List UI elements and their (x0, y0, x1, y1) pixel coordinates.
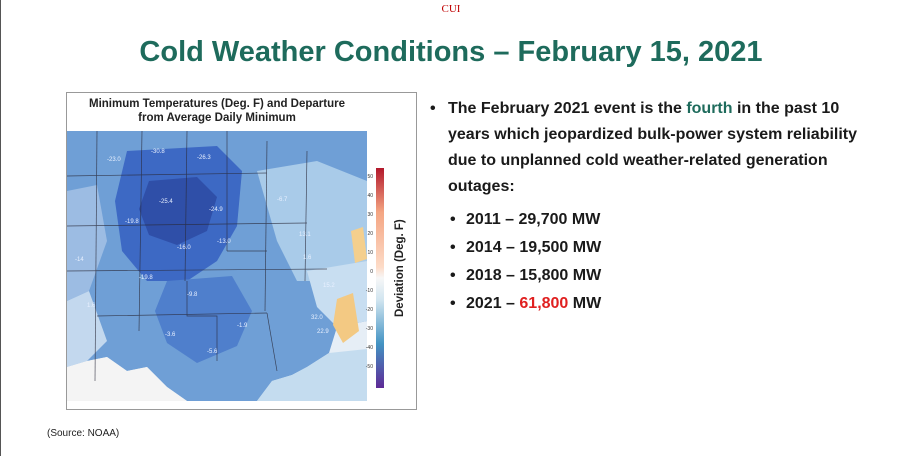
sub-bullet-unit: MW (568, 239, 602, 256)
colorbar-tick: -50 (365, 364, 373, 370)
colorbar-tick: 0 (370, 269, 373, 275)
sub-bullet-unit: MW (568, 267, 602, 284)
map-title-line2: from Average Daily Minimum (138, 112, 296, 124)
svg-text:-14: -14 (75, 257, 84, 263)
svg-text:-19.8: -19.8 (125, 219, 139, 225)
bullet-dot: • (450, 267, 456, 284)
bullet-dot: • (430, 100, 436, 117)
bullet-dot: • (450, 211, 456, 228)
temperature-departure-map: -23.0 -30.8 -26.3 -25.4 -24.9 -19.8 -16.… (67, 131, 367, 401)
svg-text:32.0: 32.0 (311, 315, 323, 321)
colorbar-tick: 20 (367, 231, 373, 237)
svg-text:15.2: 15.2 (323, 283, 335, 289)
main-bullet: • The February 2021 event is the fourth … (428, 96, 868, 200)
svg-text:-23.0: -23.0 (107, 157, 121, 163)
colorbar-label: Deviation (Deg. F) (394, 219, 406, 317)
sub-bullet-value: 19,500 (519, 239, 569, 256)
colorbar-tick: -20 (365, 307, 373, 313)
svg-text:-25.4: -25.4 (159, 199, 173, 205)
sub-bullet: • 2014 – 19,500 MW (428, 237, 868, 259)
colorbar-tick: -30 (365, 326, 373, 332)
colorbar-tick: 40 (367, 193, 373, 199)
bullet-dot: • (450, 239, 456, 256)
main-bullet-text-post: in the past 10 years which jeopardized b… (448, 100, 858, 195)
svg-text:-1.9: -1.9 (237, 323, 248, 329)
main-bullet-text-pre: The February 2021 event is the (448, 100, 687, 117)
sub-bullet-unit: MW (567, 211, 601, 228)
sub-bullet: • 2011 – 29,700 MW (428, 209, 868, 231)
svg-text:1.6: 1.6 (87, 303, 96, 309)
svg-text:-13.0: -13.0 (217, 239, 231, 245)
sub-bullet-year: 2014 – (466, 239, 520, 256)
bullet-list: • The February 2021 event is the fourth … (428, 96, 868, 315)
svg-text:-6.7: -6.7 (277, 197, 288, 203)
slide-title: Cold Weather Conditions – February 15, 2… (139, 36, 763, 68)
sub-bullet-year: 2021 – (466, 295, 520, 312)
sub-bullet-value-highlight: 61,800 (519, 295, 569, 312)
sub-bullet: • 2018 – 15,800 MW (428, 265, 868, 287)
colorbar-tick: 30 (367, 212, 373, 218)
svg-text:-16.0: -16.0 (177, 245, 191, 251)
sub-bullet-value: 29,700 (518, 211, 568, 228)
sub-bullet-year: 2011 – (466, 211, 519, 228)
svg-text:-3.6: -3.6 (165, 332, 176, 338)
sub-bullet-year: 2018 – (466, 267, 520, 284)
svg-text:-9.8: -9.8 (187, 292, 198, 298)
source-note: (Source: NOAA) (47, 428, 120, 439)
deviation-colorbar (376, 168, 384, 388)
svg-text:1.6: 1.6 (303, 255, 312, 261)
slide-left-border (0, 0, 1, 456)
colorbar-tick: 10 (367, 250, 373, 256)
classification-marking: CUI (441, 3, 461, 15)
map-title-line1: Minimum Temperatures (Deg. F) and Depart… (88, 98, 346, 110)
bullet-dot: • (450, 295, 456, 312)
svg-text:-24.9: -24.9 (209, 207, 223, 213)
svg-text:-5.6: -5.6 (207, 349, 218, 355)
svg-text:-19.8: -19.8 (139, 275, 153, 281)
svg-text:-30.8: -30.8 (151, 149, 165, 155)
sub-bullet-unit: MW (568, 295, 602, 312)
svg-text:-26.3: -26.3 (197, 155, 211, 161)
map-title: Minimum Temperatures (Deg. F) and Depart… (67, 97, 367, 125)
colorbar-tick: -10 (365, 288, 373, 294)
colorbar-tick: 50 (367, 174, 373, 180)
colorbar-tick: -40 (365, 345, 373, 351)
main-bullet-highlight: fourth (686, 100, 733, 117)
svg-text:13.1: 13.1 (299, 232, 311, 238)
svg-text:22.9: 22.9 (317, 329, 329, 335)
sub-bullet-value: 15,800 (519, 267, 569, 284)
sub-bullet: • 2021 – 61,800 MW (428, 293, 868, 315)
temperature-map-figure: Minimum Temperatures (Deg. F) and Depart… (66, 92, 417, 410)
